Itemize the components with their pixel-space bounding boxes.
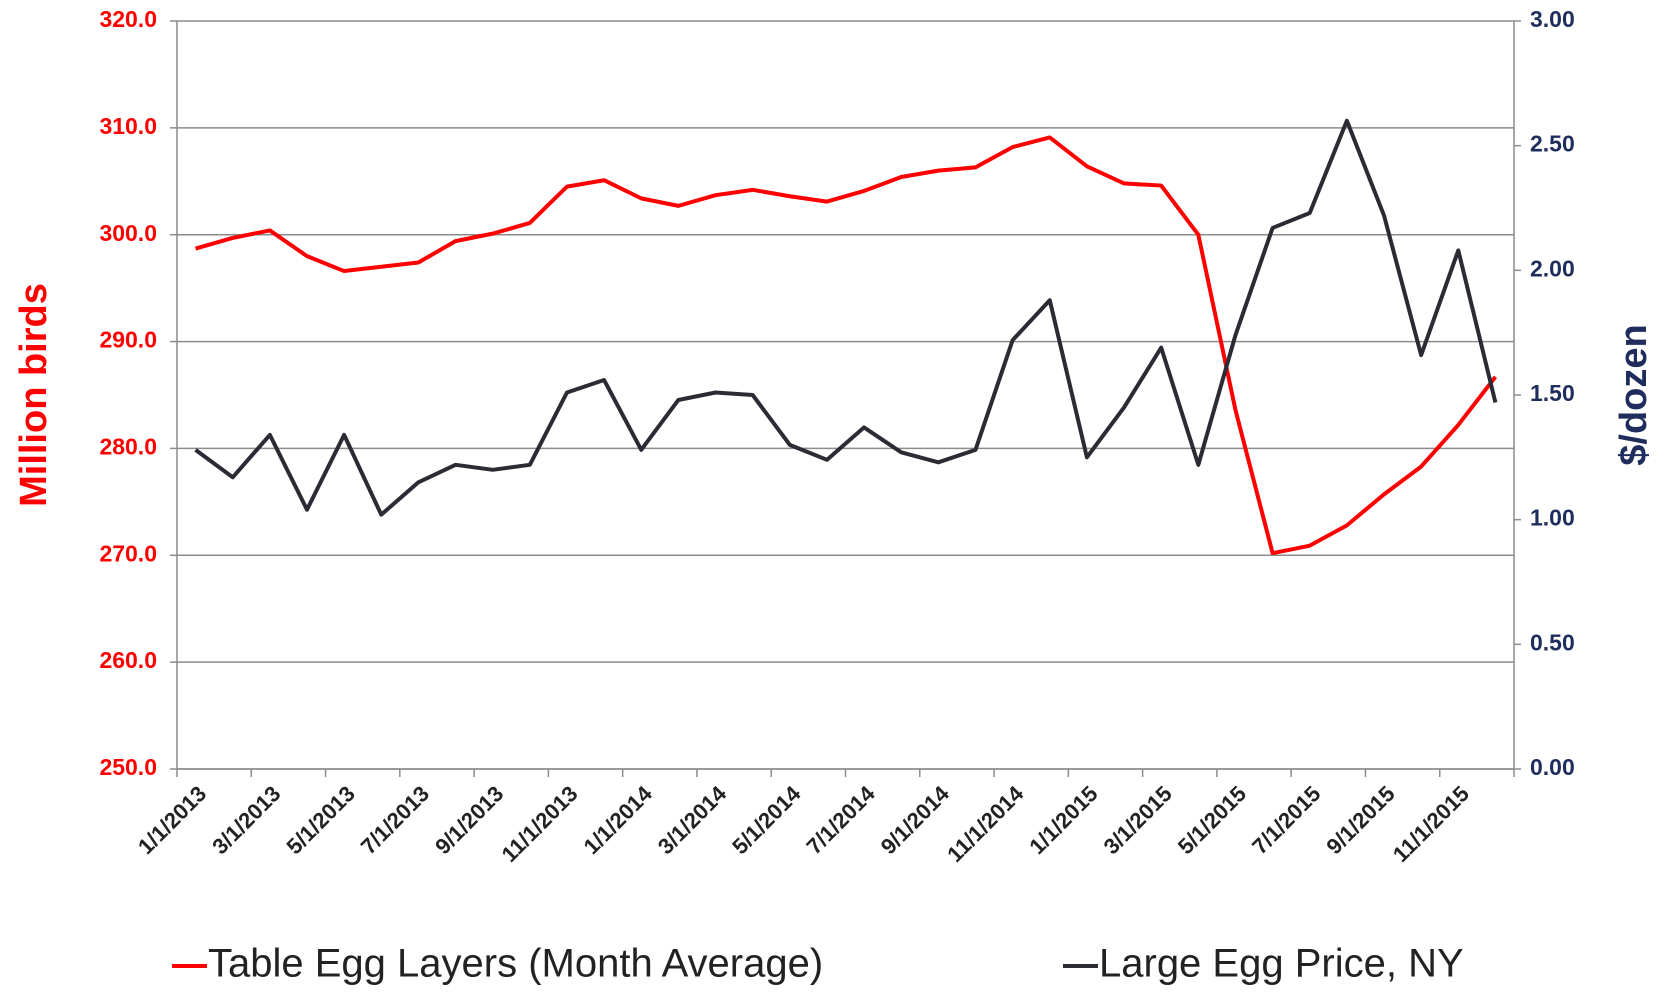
y2-tick-label: 1.50 — [1530, 380, 1575, 406]
x-tick-label: 5/1/2014 — [727, 780, 806, 859]
y2-tick-label: 2.00 — [1530, 255, 1575, 281]
y2-tick-label: 2.50 — [1530, 131, 1575, 157]
y-tick-label: 290.0 — [99, 327, 157, 353]
x-tick-label: 9/1/2013 — [430, 781, 508, 859]
y-tick-label: 300.0 — [99, 220, 157, 246]
x-tick-label: 9/1/2015 — [1321, 781, 1399, 859]
x-tick-label: 1/1/2015 — [1024, 781, 1102, 859]
x-tick-label: 5/1/2013 — [282, 781, 360, 859]
x-tick-label: 3/1/2013 — [207, 781, 285, 859]
legend-label: Table Egg Layers (Month Average) — [208, 942, 823, 986]
x-tick-label: 1/1/2013 — [133, 781, 211, 859]
y-tick-label: 250.0 — [99, 754, 157, 780]
x-tick-label: 9/1/2014 — [876, 780, 955, 859]
y-tick-label: 280.0 — [99, 434, 157, 460]
x-tick-label: 11/1/2013 — [497, 781, 583, 867]
series-line — [195, 135, 1498, 556]
x-tick-label: 3/1/2014 — [653, 780, 732, 859]
x-tick-label: 3/1/2015 — [1099, 781, 1177, 859]
x-tick-label: 1/1/2014 — [579, 780, 658, 859]
y-axis-title: Million birds — [13, 283, 55, 507]
x-tick-label: 5/1/2015 — [1173, 781, 1251, 859]
y-tick-label: 260.0 — [99, 647, 157, 673]
y2-tick-label: 3.00 — [1530, 6, 1575, 32]
y2-tick-label: 1.00 — [1530, 505, 1575, 531]
x-tick-label: 11/1/2014 — [942, 780, 1029, 867]
x-tick-label: 7/1/2013 — [356, 781, 434, 859]
y-tick-label: 310.0 — [99, 113, 157, 139]
x-tick-label: 11/1/2015 — [1388, 781, 1474, 867]
x-tick-label: 7/1/2015 — [1247, 781, 1325, 859]
series-line — [194, 118, 1498, 517]
y-tick-label: 320.0 — [99, 6, 157, 32]
x-tick-label: 7/1/2014 — [801, 780, 880, 859]
legend-label: Large Egg Price, NY — [1099, 942, 1464, 986]
y-tick-label: 270.0 — [99, 540, 157, 566]
y2-tick-label: 0.50 — [1530, 629, 1575, 655]
y2-axis-title: $/dozen — [1613, 324, 1655, 465]
y2-tick-label: 0.00 — [1530, 754, 1575, 780]
